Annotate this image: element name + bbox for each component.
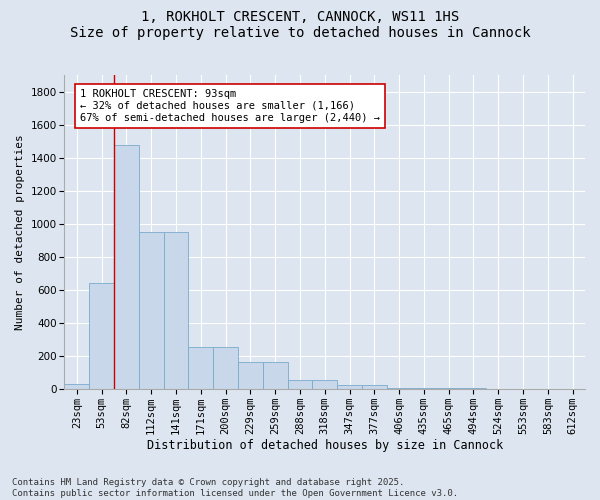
Bar (89, 283, 114, 389)
Bar (188, 346, 213, 389)
Bar (64, 384, 89, 389)
Bar (114, 144, 139, 389)
Bar (386, 388, 412, 389)
X-axis label: Distribution of detached houses by size in Cannock: Distribution of detached houses by size … (146, 440, 503, 452)
Bar (337, 385, 362, 389)
Bar (238, 362, 263, 389)
Bar (313, 380, 337, 389)
Text: 1, ROKHOLT CRESCENT, CANNOCK, WS11 1HS
Size of property relative to detached hou: 1, ROKHOLT CRESCENT, CANNOCK, WS11 1HS S… (70, 10, 530, 40)
Bar (164, 232, 188, 389)
Bar (412, 388, 436, 389)
Bar (213, 346, 238, 389)
Text: 1 ROKHOLT CRESCENT: 93sqm
← 32% of detached houses are smaller (1,166)
67% of se: 1 ROKHOLT CRESCENT: 93sqm ← 32% of detac… (80, 90, 380, 122)
Text: Contains HM Land Registry data © Crown copyright and database right 2025.
Contai: Contains HM Land Registry data © Crown c… (12, 478, 458, 498)
Bar (362, 385, 386, 389)
Bar (139, 232, 164, 389)
Bar (287, 380, 313, 389)
Bar (263, 362, 287, 389)
Y-axis label: Number of detached properties: Number of detached properties (15, 134, 25, 330)
